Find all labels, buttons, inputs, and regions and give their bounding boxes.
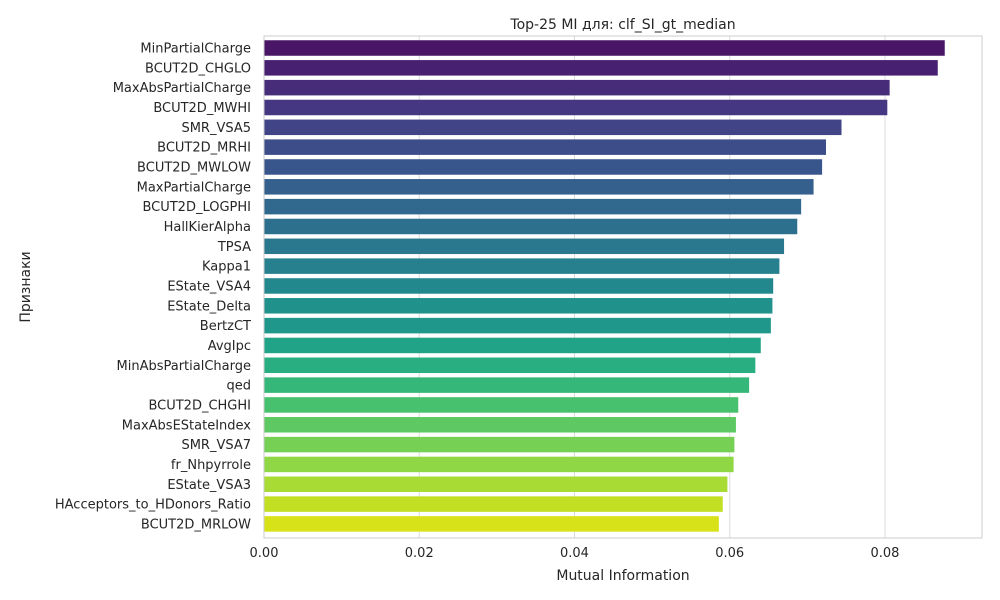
y-tick-label: SMR_VSA5 bbox=[181, 121, 251, 136]
y-tick-label: BCUT2D_CHGHI bbox=[148, 398, 251, 413]
y-tick-label: BCUT2D_MWHI bbox=[153, 101, 251, 116]
y-tick-label: SMR_VSA7 bbox=[181, 438, 251, 453]
y-axis-label: Признаки bbox=[18, 251, 34, 322]
x-tick-label: 0.02 bbox=[405, 546, 434, 561]
bar bbox=[264, 397, 739, 413]
y-tick-label: MaxAbsEStateIndex bbox=[122, 418, 252, 433]
bar bbox=[264, 337, 761, 354]
bar bbox=[264, 159, 823, 175]
bar bbox=[264, 278, 774, 294]
bar bbox=[264, 456, 734, 473]
y-tick-label: EState_Delta bbox=[167, 299, 251, 314]
bar bbox=[264, 139, 826, 155]
y-tick-label: MinPartialCharge bbox=[140, 42, 251, 57]
bar bbox=[264, 516, 719, 532]
chart-title: Top-25 MI для: clf_SI_gt_median bbox=[509, 17, 735, 33]
bar bbox=[264, 60, 938, 76]
x-axis-label: Mutual Information bbox=[556, 568, 689, 584]
bars bbox=[264, 40, 945, 532]
bar bbox=[264, 377, 750, 393]
x-tick-labels: 0.00 0.02 0.04 0.06 0.08 bbox=[250, 546, 900, 561]
bar bbox=[264, 417, 736, 433]
x-tick-label: 0.04 bbox=[560, 546, 589, 561]
x-tick-label: 0.00 bbox=[250, 546, 279, 561]
bar bbox=[264, 198, 802, 215]
plot-frame bbox=[263, 35, 983, 539]
bar bbox=[264, 317, 771, 334]
y-tick-label: MaxPartialCharge bbox=[137, 180, 251, 195]
bar bbox=[264, 179, 814, 195]
y-tick-label: BCUT2D_LOGPHI bbox=[142, 200, 251, 215]
y-tick-label: BCUT2D_MRHI bbox=[157, 141, 251, 156]
bar bbox=[264, 99, 888, 116]
y-tick-labels: MinPartialCharge BCUT2D_CHGLO MaxAbsPartia… bbox=[55, 42, 251, 533]
bar bbox=[264, 238, 785, 255]
bar bbox=[264, 40, 945, 56]
bar bbox=[264, 298, 773, 314]
bar bbox=[264, 436, 735, 453]
y-tick-label: MinAbsPartialCharge bbox=[117, 359, 252, 374]
y-tick-label: BertzCT bbox=[200, 319, 251, 334]
y-tick-label: HallKierAlpha bbox=[164, 220, 251, 235]
y-tick-label: EState_VSA3 bbox=[167, 478, 251, 493]
y-tick-label: BCUT2D_CHGLO bbox=[145, 61, 251, 76]
y-tick-label: BCUT2D_MWLOW bbox=[137, 160, 251, 175]
y-tick-label: qed bbox=[226, 379, 251, 394]
bar bbox=[264, 496, 723, 512]
x-tick-label: 0.08 bbox=[870, 546, 899, 561]
bar bbox=[264, 218, 798, 235]
y-tick-label: MaxAbsPartialCharge bbox=[113, 81, 251, 96]
y-tick-label: Kappa1 bbox=[202, 260, 251, 275]
y-tick-label: AvgIpc bbox=[208, 339, 251, 354]
y-tick-label: EState_VSA4 bbox=[167, 279, 251, 294]
bar bbox=[264, 357, 756, 374]
y-tick-label: fr_Nhpyrrole bbox=[171, 458, 251, 473]
bar bbox=[264, 119, 842, 136]
bar bbox=[264, 476, 728, 493]
y-tick-label: TPSA bbox=[217, 240, 251, 255]
x-tick-label: 0.06 bbox=[715, 546, 744, 561]
bar bbox=[264, 79, 890, 96]
y-tick-label: BCUT2D_MRLOW bbox=[141, 517, 251, 532]
bar bbox=[264, 258, 780, 274]
y-tick-label: HAcceptors_to_HDonors_Ratio bbox=[55, 498, 251, 513]
